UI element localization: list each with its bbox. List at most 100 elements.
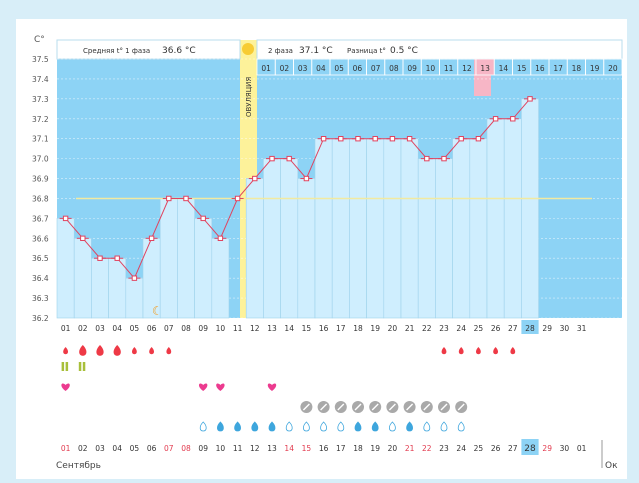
calendar-day[interactable]: 01 [61,444,71,453]
temp-column [452,138,471,319]
calendar-day[interactable]: 11 [233,444,243,453]
temp-point [234,195,241,202]
calendar-day[interactable]: 10 [216,444,226,453]
y-tick-label: 36.3 [32,294,49,303]
pill-icon [82,362,86,371]
calendar-day[interactable]: 22 [422,444,432,453]
y-tick-label: 37.1 [32,135,49,144]
y-tick-label: 36.2 [32,314,49,323]
temp-column [91,257,109,319]
calendar-day[interactable]: 25 [474,444,484,453]
calendar-day[interactable]: 24 [456,444,466,453]
temp-point [372,135,378,142]
next-month-label: Ок [605,461,618,471]
heart-icon [267,383,277,391]
calendar-day[interactable]: 14 [284,444,294,453]
phase2-day-number: 13 [480,64,490,73]
x-tick-label: 14 [284,324,294,333]
calendar-day[interactable]: 20 [388,444,398,453]
temp-point [217,235,224,242]
temp-point [97,255,103,261]
calendar-day[interactable]: 01 [577,444,587,453]
phase2-day-number: 19 [590,64,600,73]
mucus-slash [388,403,396,411]
calendar-day[interactable]: 26 [491,444,501,453]
calendar-day[interactable]: 07 [164,444,174,453]
pill-icon [78,362,82,371]
x-tick-label: 22 [422,324,432,333]
axis-unit-label: C° [34,35,45,45]
x-tick-label: 03 [95,324,105,333]
calendar-day[interactable]: 19 [370,444,380,453]
temp-column [521,98,539,319]
phase2-label: 2 фаза [268,47,293,55]
calendar-day[interactable]: 15 [302,444,312,453]
phase2-value: 37.1 °C [299,46,333,56]
temp-column [503,118,522,319]
calendar-day[interactable]: 23 [439,444,449,453]
mucus-slash [440,403,448,411]
x-tick-label: 10 [216,324,226,333]
temp-column [73,238,92,319]
temp-column [331,138,350,319]
x-tick-label: 18 [353,324,363,333]
today-marker [521,320,539,334]
calendar-day[interactable]: 13 [267,444,277,453]
calendar-day[interactable]: 16 [319,444,329,453]
temp-point [424,155,430,162]
x-tick-label: 20 [388,324,398,333]
water-drop-icon [234,421,241,432]
y-tick-label: 36.9 [32,175,49,184]
bleeding-drop-icon [149,347,155,355]
calendar-day[interactable]: 08 [181,444,191,453]
bleeding-drop-icon [493,347,499,355]
calendar-day[interactable]: 05 [130,444,140,453]
phase2-day-number: 18 [572,64,582,73]
calendar-day[interactable]: 03 [95,444,105,453]
x-tick-label: 13 [267,324,277,333]
calendar-day[interactable]: 02 [78,444,88,453]
phase2-day-number: 16 [535,64,545,73]
water-drop-icon [199,421,207,432]
temp-column [435,158,453,319]
calendar-day[interactable]: 04 [112,444,122,453]
temp-point [200,215,206,222]
y-tick-label: 37.3 [32,95,49,104]
water-drop-icon [457,421,465,432]
mucus-slash [337,403,345,411]
calendar-day[interactable]: 17 [336,444,346,453]
temp-point [338,135,344,142]
calendar-day[interactable]: 12 [250,444,260,453]
calendar-day[interactable]: 09 [198,444,208,453]
x-tick-label: 08 [181,324,191,333]
calendar-day[interactable]: 29 [542,444,552,453]
temp-column [383,138,402,319]
water-drop-icon [268,421,276,432]
bleeding-drop-icon [113,345,121,356]
calendar-day[interactable]: 28 [524,444,536,454]
x-tick-label: 17 [336,324,346,333]
water-drop-icon [285,421,293,432]
temp-point [252,175,258,182]
calendar-day[interactable]: 21 [405,444,415,453]
temp-column [108,257,127,319]
heart-icon [216,383,225,391]
pill-icon [61,362,65,371]
bleeding-drop-icon [510,347,516,355]
calendar-day[interactable]: 27 [508,444,518,453]
temp-point [148,235,155,242]
calendar-day[interactable]: 30 [560,444,570,453]
phase2-day-number: 10 [426,64,436,73]
temp-column [297,178,316,319]
temp-column [194,218,213,319]
temp-column [280,158,299,319]
calendar-day[interactable]: 06 [147,444,157,453]
temp-column [314,138,333,319]
calendar-day[interactable]: 18 [353,444,363,453]
temp-point [183,195,189,202]
moon-icon: ☾ [152,304,163,318]
water-drop-icon [303,421,310,432]
mucus-slash [320,403,328,411]
water-drop-icon [320,421,327,432]
x-tick-label: 21 [405,324,415,333]
